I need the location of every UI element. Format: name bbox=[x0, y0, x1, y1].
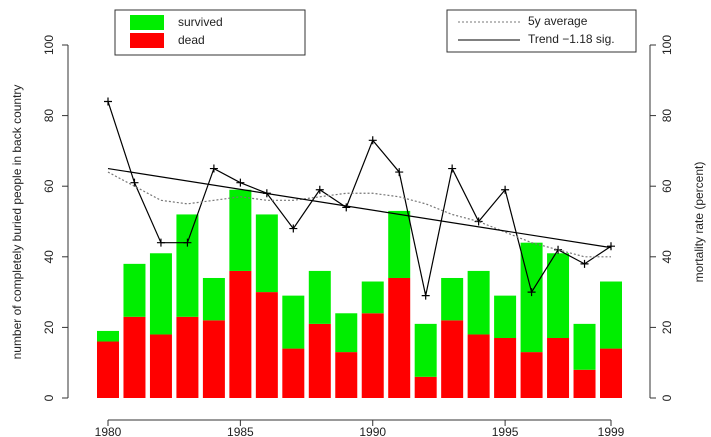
legend-swatch bbox=[130, 15, 164, 30]
bar bbox=[600, 348, 622, 398]
marker bbox=[527, 288, 536, 297]
bar bbox=[335, 352, 358, 398]
bar bbox=[97, 341, 119, 398]
bar bbox=[123, 316, 146, 398]
y2-tick-label: 100 bbox=[660, 35, 674, 55]
x-tick-label: 1995 bbox=[492, 425, 519, 437]
bar bbox=[282, 348, 305, 398]
line bbox=[107, 101, 612, 296]
bar bbox=[229, 270, 252, 398]
x-tick-label: 1980 bbox=[95, 425, 122, 437]
legend-label: survived bbox=[178, 15, 223, 29]
bar bbox=[202, 277, 225, 321]
marker bbox=[395, 168, 404, 177]
marker bbox=[580, 259, 589, 268]
marker bbox=[501, 185, 510, 194]
bar bbox=[441, 277, 464, 321]
marker bbox=[368, 136, 377, 145]
y-axis-label: number of completely buried people in ba… bbox=[10, 85, 24, 360]
bar bbox=[441, 320, 464, 398]
bar bbox=[361, 313, 384, 398]
bar bbox=[520, 352, 543, 398]
y-tick-label: 100 bbox=[42, 35, 56, 55]
bar bbox=[97, 330, 119, 342]
y-tick-label: 60 bbox=[42, 179, 56, 193]
x-tick-label: 1999 bbox=[598, 425, 625, 437]
bar bbox=[600, 281, 622, 349]
y2-tick-label: 60 bbox=[660, 179, 674, 193]
marker bbox=[209, 164, 218, 173]
y2-tick-label: 80 bbox=[660, 109, 674, 123]
y2-tick-label: 40 bbox=[660, 250, 674, 264]
y2-tick-label: 0 bbox=[660, 394, 674, 401]
bar bbox=[414, 376, 437, 398]
bar bbox=[308, 323, 331, 398]
y2-tick-label: 20 bbox=[660, 320, 674, 334]
line bbox=[107, 167, 612, 249]
bar bbox=[255, 292, 278, 398]
marker bbox=[183, 238, 192, 247]
y2-axis-label: mortality rate (percent) bbox=[692, 162, 706, 283]
y-tick-label: 0 bbox=[42, 394, 56, 401]
marker bbox=[289, 224, 298, 233]
y-tick-label: 80 bbox=[42, 109, 56, 123]
x-tick-label: 1990 bbox=[359, 425, 386, 437]
legend-box bbox=[446, 9, 637, 53]
marker bbox=[448, 164, 457, 173]
marker bbox=[130, 178, 139, 187]
bar bbox=[467, 270, 490, 335]
marker bbox=[156, 238, 165, 247]
y-tick-label: 20 bbox=[42, 320, 56, 334]
bar bbox=[547, 337, 570, 398]
x-tick-label: 1985 bbox=[227, 425, 254, 437]
bar bbox=[149, 334, 172, 398]
bar bbox=[388, 277, 411, 398]
bar bbox=[467, 334, 490, 398]
y-tick-label: 40 bbox=[42, 250, 56, 264]
bar bbox=[176, 316, 199, 398]
bar bbox=[573, 369, 596, 398]
legend-swatch bbox=[130, 33, 164, 48]
bar bbox=[282, 295, 305, 349]
bar bbox=[335, 313, 358, 353]
bar bbox=[494, 337, 517, 398]
marker bbox=[554, 245, 563, 254]
marker bbox=[342, 203, 351, 212]
bar bbox=[547, 253, 570, 338]
marker bbox=[421, 291, 430, 300]
bar bbox=[123, 263, 146, 317]
bar bbox=[176, 214, 199, 317]
marker bbox=[607, 242, 615, 251]
bar bbox=[149, 253, 172, 335]
bar bbox=[414, 323, 437, 377]
bar bbox=[361, 281, 384, 314]
bar bbox=[520, 242, 543, 353]
bar bbox=[255, 214, 278, 293]
legend-label: 5y average bbox=[528, 14, 588, 28]
bar bbox=[308, 270, 331, 324]
legend-label: dead bbox=[178, 33, 205, 47]
marker bbox=[236, 178, 245, 187]
marker bbox=[474, 217, 483, 226]
bar bbox=[573, 323, 596, 370]
marker bbox=[315, 185, 324, 194]
bar bbox=[229, 189, 252, 271]
bar bbox=[494, 295, 517, 338]
bar bbox=[202, 320, 225, 398]
bar bbox=[388, 210, 411, 278]
legend-label: Trend −1.18 sig. bbox=[528, 32, 615, 46]
marker bbox=[104, 97, 112, 106]
